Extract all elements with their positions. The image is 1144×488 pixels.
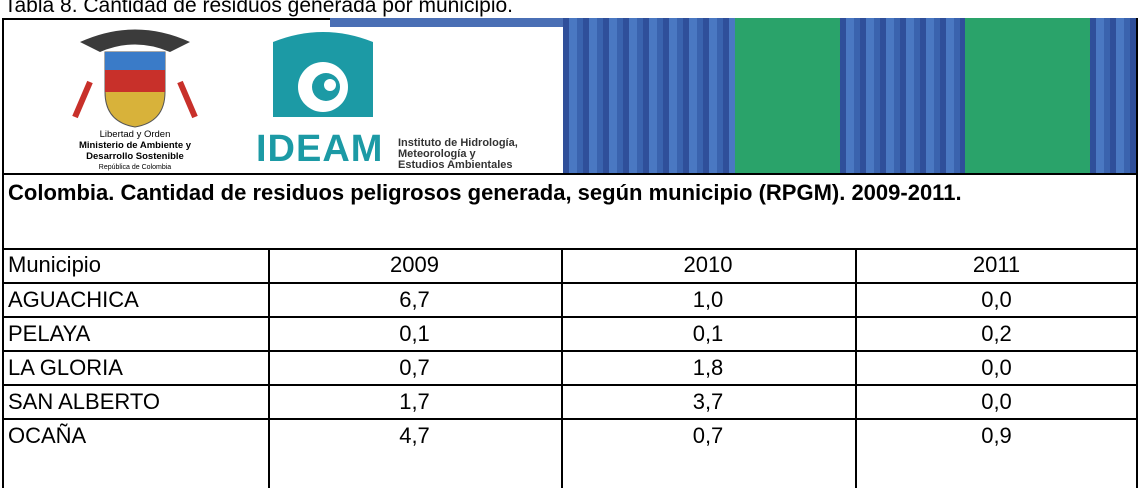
table-cell: 3,7	[561, 385, 855, 419]
logo-text: República de Colombia	[40, 162, 230, 173]
table-title: Colombia. Cantidad de residuos peligroso…	[8, 178, 1134, 208]
caption: Tabla 8. Cantidad de residuos generada p…	[4, 0, 513, 18]
banner-stripe	[563, 18, 735, 173]
ideam-icon	[268, 32, 378, 127]
table-cell: AGUACHICA	[8, 283, 139, 317]
column-header: 2011	[855, 248, 1138, 282]
emblem	[60, 22, 210, 132]
table-cell: LA GLORIA	[8, 351, 123, 385]
table-cell: SAN ALBERTO	[8, 385, 160, 419]
table-cell: 1,7	[268, 385, 561, 419]
column-header: 2010	[561, 248, 855, 282]
logo-text: Ministerio de Ambiente y	[40, 140, 230, 151]
table-cell: OCAÑA	[8, 419, 86, 453]
table-cell: 1,0	[561, 283, 855, 317]
table-cell: 0,1	[561, 317, 855, 351]
banner-stripe	[735, 18, 840, 173]
logo-text: Desarrollo Sostenible	[40, 151, 230, 162]
ideam-logo: IDEAM	[256, 128, 383, 171]
banner-stripe	[965, 18, 1090, 173]
logo-text: Libertad y Orden	[40, 129, 230, 140]
table-cell: 0,9	[855, 419, 1138, 453]
table-cell: PELAYA	[8, 317, 90, 351]
table-cell: 0,2	[855, 317, 1138, 351]
row-border	[2, 173, 1138, 175]
table-cell: 0,0	[855, 351, 1138, 385]
banner-stripe	[330, 18, 563, 27]
banner-stripe	[840, 18, 965, 173]
logo-text: Estudios Ambientales	[398, 160, 513, 171]
table-cell: 0,7	[268, 351, 561, 385]
table-cell: 0,7	[561, 419, 855, 453]
column-header: 2009	[268, 248, 561, 282]
banner-stripe	[1090, 18, 1136, 173]
page: Tabla 8. Cantidad de residuos generada p…	[0, 0, 1144, 483]
table-cell: 0,1	[268, 317, 561, 351]
table-cell: 0,0	[855, 283, 1138, 317]
table-cell: 1,8	[561, 351, 855, 385]
table-cell: 4,7	[268, 419, 561, 453]
table-cell: 0,0	[855, 385, 1138, 419]
column-header: Municipio	[8, 248, 101, 282]
table-cell: 6,7	[268, 283, 561, 317]
